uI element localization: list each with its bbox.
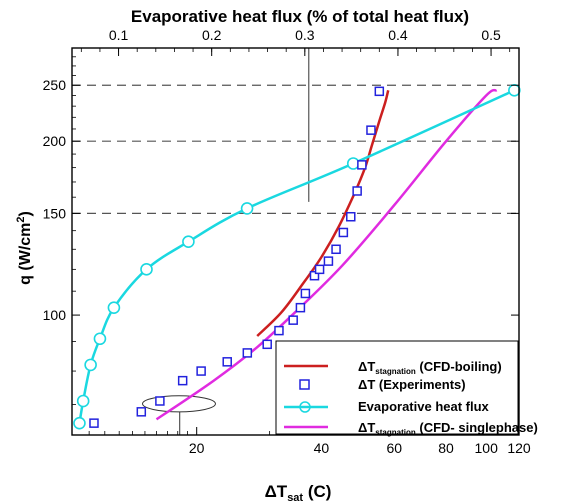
data-point	[274, 325, 284, 336]
data-point	[346, 157, 360, 170]
y-tick-label: 200	[43, 133, 67, 149]
legend-marker-evaporative	[299, 401, 311, 413]
data-point	[155, 396, 165, 406]
legend-label-cfd-singlephase: ΔTstagnation (CFD- singlephase)	[358, 420, 538, 437]
y-tick-label: 150	[43, 205, 67, 221]
data-point	[338, 227, 349, 238]
data-point	[242, 348, 253, 358]
data-point	[309, 270, 320, 281]
data-point	[295, 302, 306, 313]
plot-frame	[71, 47, 520, 436]
top-tick-label: 0.3	[295, 27, 315, 43]
y-axis-label-main: q (W/cm	[17, 223, 34, 285]
x-axis-label-main: ΔT	[265, 482, 288, 501]
legend-label-cfd-boiling: ΔTstagnation (CFD-boiling)	[358, 359, 502, 376]
series-2	[73, 83, 521, 430]
y-tick-label: 100	[43, 307, 67, 323]
data-point	[262, 339, 272, 350]
data-point	[222, 357, 232, 367]
data-point	[374, 86, 385, 97]
gridlines	[72, 84, 519, 214]
data-point	[300, 288, 311, 299]
y-axis-label-end: )	[17, 211, 34, 216]
x-tick-label: 40	[314, 440, 330, 456]
data-point	[508, 83, 521, 97]
data-point	[346, 211, 356, 222]
data-point	[331, 244, 341, 255]
y-tick-label: 250	[43, 77, 67, 93]
x-axis-label-unit: (C)	[303, 482, 331, 501]
x-tick-label: 60	[387, 440, 403, 456]
y-axis-label-sup: 2	[15, 216, 27, 222]
legend-swatch-experiments	[299, 379, 310, 390]
data-point	[76, 394, 90, 408]
top-tick-label: 0.2	[202, 27, 222, 43]
data-point	[140, 263, 153, 276]
data-point	[196, 366, 206, 376]
data-point	[182, 235, 195, 248]
data-point	[89, 418, 99, 428]
data-point	[240, 202, 254, 215]
data-point	[314, 264, 325, 275]
axis-ticks: 20 40 60 80 100 120 0.1 0.2 0.3 0.4 0.5 100 150 200 25…	[43, 27, 531, 456]
legend: ΔTstagnation (CFD-boiling) ΔT (Experimen…	[275, 340, 538, 437]
x-tick-label: 120	[507, 440, 531, 456]
annotations	[142, 48, 310, 435]
data-point	[177, 375, 188, 386]
legend-label-evaporative: Evaporative heat flux	[358, 399, 490, 414]
data-point	[352, 186, 362, 196]
series	[73, 83, 521, 430]
x-axis-label: ΔTsat (C)	[265, 482, 332, 504]
data-point	[323, 256, 334, 266]
x-tick-label: 20	[189, 440, 205, 456]
chart-title: Evaporative heat flux (% of total heat f…	[131, 7, 469, 26]
data-point	[73, 416, 86, 430]
series-1	[89, 86, 385, 428]
data-point	[136, 407, 147, 417]
x-axis-label-sub: sat	[287, 492, 303, 504]
legend-box	[275, 340, 519, 435]
data-point	[357, 160, 367, 170]
top-tick-label: 0.1	[109, 27, 129, 43]
x-tick-label: 100	[475, 440, 499, 456]
y-axis-label: q (W/cm2)	[15, 211, 34, 285]
data-point	[93, 332, 107, 346]
data-point	[107, 301, 121, 314]
top-tick-label: 0.4	[388, 27, 408, 43]
data-point	[84, 358, 97, 372]
x-tick-label: 80	[438, 440, 454, 456]
legend-label-experiments: ΔT (Experiments)	[358, 377, 466, 392]
annotation-ellipse	[142, 395, 216, 413]
data-point	[366, 125, 376, 135]
data-point	[288, 315, 298, 325]
top-tick-label: 0.5	[481, 27, 501, 43]
